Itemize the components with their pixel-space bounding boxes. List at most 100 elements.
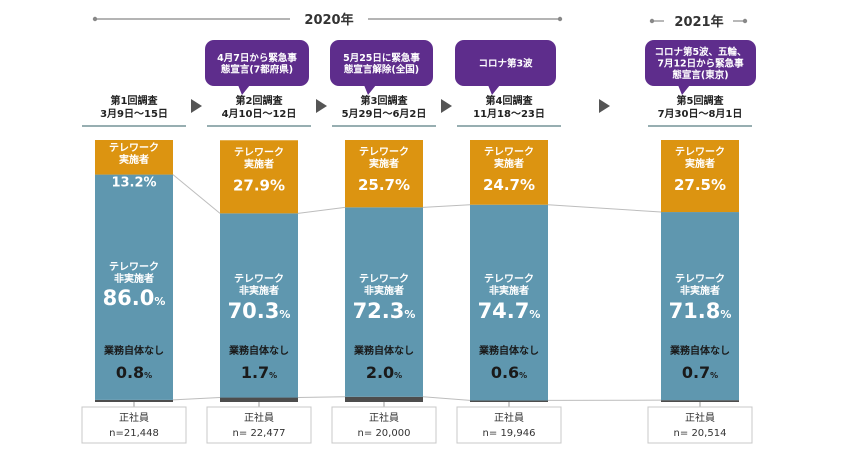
timeline-arrow <box>316 99 327 113</box>
segment-label-no-work: 業務自体なし <box>669 344 730 357</box>
sample-size: n= 19,946 <box>483 428 536 439</box>
bar-segment-telework <box>661 140 739 213</box>
value-label-telework: 24.7% <box>483 176 535 194</box>
value-label-telework: 25.7% <box>358 176 410 194</box>
segment-label-no-work: 業務自体なし <box>103 344 164 357</box>
sample-box <box>331 406 437 444</box>
segment-label-telework: 実施者 <box>244 157 274 170</box>
value-label-no-work-unit: % <box>394 371 402 380</box>
connector-line <box>422 396 471 401</box>
bar-segment-telework <box>345 140 423 208</box>
survey-dates: 3月9日～15日 <box>100 108 168 120</box>
segment-label-no-work: 業務自体なし <box>353 344 414 357</box>
value-label-telework: 27.5% <box>674 176 726 194</box>
sample-box <box>456 406 562 444</box>
bar-segment-no_work <box>470 400 548 402</box>
bar-segment-no_work <box>661 400 739 402</box>
segment-label-non-telework: 非実施者 <box>114 272 154 285</box>
stacked-bars <box>95 140 739 402</box>
segment-label-telework: テレワーク <box>359 146 409 158</box>
value-label-non-telework: 74.7% <box>478 299 541 323</box>
timeline-arrows <box>191 99 610 113</box>
callout-text: 態宣言(7都府県) <box>221 63 293 75</box>
period-header: 2020年 2021年 <box>92 12 748 30</box>
value-label-no-work-unit: % <box>519 371 527 380</box>
callout-tail <box>238 85 250 95</box>
value-label-telework: 13.2% <box>111 176 156 191</box>
connector-line <box>297 206 346 214</box>
survey-title: 第1回調査 <box>111 94 159 107</box>
segment-label-non-telework: テレワーク <box>109 261 159 273</box>
value-label-non-telework-unit: % <box>529 308 540 321</box>
segment-label-telework: テレワーク <box>234 146 284 158</box>
survey-dates: 5月29日～6月2日 <box>342 108 427 120</box>
segment-label-non-telework: 非実施者 <box>239 284 279 297</box>
callout-text: 7月12日から緊急事 <box>657 58 744 70</box>
bar-segment-telework <box>470 140 548 205</box>
segment-label-telework: テレワーク <box>675 146 725 158</box>
value-label-no-work-unit: % <box>710 371 718 380</box>
segment-label-telework: 実施者 <box>119 153 149 166</box>
bar-segment-non_telework <box>95 174 173 400</box>
value-label-telework: 27.9% <box>233 176 285 194</box>
value-label-non-telework-unit: % <box>404 308 415 321</box>
survey-title: 第5回調査 <box>677 94 725 107</box>
value-label-no-work: 1.7% <box>241 363 277 382</box>
callout-text: コロナ第3波 <box>478 58 533 70</box>
value-label-non-telework-unit: % <box>720 308 731 321</box>
survey-dates: 4月10日～12日 <box>222 108 297 120</box>
timeline-arrow <box>441 99 452 113</box>
value-label-no-work-unit: % <box>269 371 277 380</box>
callout-text: 4月7日から緊急事 <box>217 52 297 64</box>
period-label-2020: 2020年 <box>304 12 353 28</box>
timeline-arrow <box>599 99 610 113</box>
segment-label-non-telework: テレワーク <box>359 273 409 285</box>
survey-dates: 7月30日～8月1日 <box>658 108 743 120</box>
connector-line <box>172 397 221 401</box>
value-label-no-work-unit: % <box>144 371 152 380</box>
sample-box <box>81 406 187 444</box>
survey-title: 第4回調査 <box>486 94 534 107</box>
segment-label-non-telework: テレワーク <box>484 273 534 285</box>
callout-text: 5月25日に緊急事 <box>343 52 420 64</box>
sample-size: n=21,448 <box>109 428 159 439</box>
bar-segment-non_telework <box>345 207 423 397</box>
bar-segment-telework <box>220 140 298 214</box>
connector-lines <box>172 174 662 401</box>
bar-segment-non_telework <box>661 212 739 401</box>
callout-text: コロナ第5波、五輪、 <box>654 46 746 58</box>
connector-line <box>172 174 221 214</box>
segment-label-telework: 実施者 <box>494 157 524 170</box>
value-label-no-work: 0.7% <box>682 363 718 382</box>
value-label-no-work: 0.8% <box>116 363 152 382</box>
callout-tail <box>678 85 690 95</box>
survey-dates: 11月18～23日 <box>473 108 545 120</box>
segment-label-non-telework: テレワーク <box>675 273 725 285</box>
callout-box <box>205 40 309 86</box>
callout-text: 態宣言解除(全国) <box>344 63 419 75</box>
survey-title: 第2回調査 <box>236 94 284 107</box>
sample-box <box>647 406 753 444</box>
period-label-2021: 2021年 <box>674 14 723 30</box>
period-line-dot <box>92 16 98 22</box>
bar-segment-no_work <box>220 397 298 402</box>
callout-tail <box>364 85 376 95</box>
bar-segment-no_work <box>95 399 173 402</box>
bar-segment-non_telework <box>470 204 548 401</box>
bar-segment-non_telework <box>220 213 298 398</box>
segment-label-non-telework: 非実施者 <box>489 284 529 297</box>
value-label-no-work: 2.0% <box>366 363 402 382</box>
connector-line <box>547 204 662 213</box>
sample-size: n= 22,477 <box>233 428 286 439</box>
sample-type: 正社員 <box>494 411 524 424</box>
segment-label-telework: 実施者 <box>369 157 399 170</box>
segment-label-non-telework: 非実施者 <box>680 284 720 297</box>
value-label-non-telework-unit: % <box>279 308 290 321</box>
period-line-dot <box>557 16 563 22</box>
period-line-dot <box>649 18 655 24</box>
sample-type: 正社員 <box>119 411 149 424</box>
sample-type: 正社員 <box>685 411 715 424</box>
